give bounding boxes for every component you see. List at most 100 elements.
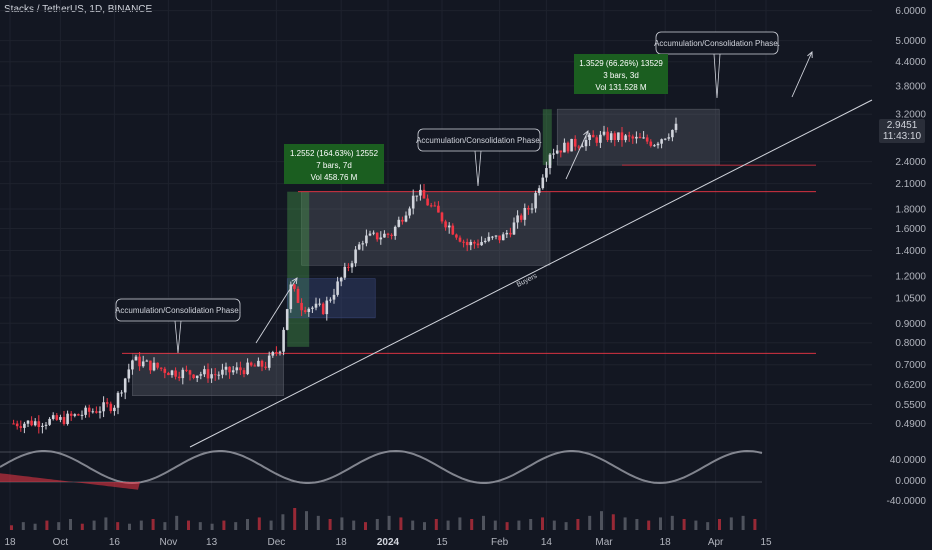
volume-bar bbox=[116, 522, 120, 530]
candle-body bbox=[30, 420, 33, 426]
volume-bar bbox=[128, 523, 131, 530]
candle-body bbox=[509, 232, 512, 235]
measure-text: Vol 458.76 M bbox=[311, 173, 358, 182]
candle-body bbox=[145, 360, 149, 362]
candle-body bbox=[462, 241, 465, 243]
time-tick-label: 15 bbox=[436, 537, 448, 548]
candle-body bbox=[300, 302, 303, 311]
volume-bar bbox=[210, 523, 214, 530]
candle-body bbox=[527, 208, 530, 210]
volume-bar bbox=[175, 515, 179, 530]
candle-body bbox=[379, 237, 383, 240]
candle-body bbox=[231, 370, 235, 373]
candle-body bbox=[397, 219, 401, 227]
measure-box bbox=[284, 144, 384, 184]
candle-body bbox=[451, 225, 455, 235]
volume-bar bbox=[423, 522, 426, 530]
candle-body bbox=[239, 367, 242, 371]
candle-body bbox=[645, 137, 649, 142]
volume-bar bbox=[505, 522, 509, 530]
candle-body bbox=[48, 418, 51, 425]
volume-bar bbox=[139, 520, 143, 530]
candle-body bbox=[473, 241, 476, 244]
candle-body bbox=[69, 413, 73, 416]
consolidation-zones bbox=[132, 108, 720, 396]
candle-body bbox=[12, 423, 15, 425]
candle-body bbox=[314, 303, 318, 308]
volume-bar bbox=[600, 511, 603, 530]
candle-body bbox=[663, 138, 667, 140]
candle-body bbox=[138, 356, 141, 367]
candle-body bbox=[523, 208, 527, 220]
price-tick-label: 1.8000 bbox=[895, 205, 926, 216]
candle-body bbox=[613, 133, 617, 140]
candle-body bbox=[365, 235, 368, 244]
volume-bar bbox=[729, 517, 733, 530]
volume-bar bbox=[328, 519, 332, 530]
volume-bar bbox=[187, 520, 190, 530]
candle-body bbox=[73, 414, 77, 416]
candle-body bbox=[257, 360, 260, 367]
time-tick-label: 2024 bbox=[377, 537, 400, 548]
candle-body bbox=[545, 168, 548, 178]
candle-body bbox=[375, 232, 379, 240]
candle-body bbox=[285, 309, 289, 330]
candle-body bbox=[494, 235, 498, 237]
time-tick-label: Feb bbox=[491, 537, 509, 548]
candle-body bbox=[548, 154, 552, 169]
candle-body bbox=[393, 226, 397, 236]
candle-body bbox=[318, 303, 321, 305]
candle-body bbox=[361, 243, 365, 245]
candle-body bbox=[350, 263, 354, 268]
volume-bar bbox=[33, 523, 37, 530]
candle-body bbox=[163, 368, 167, 373]
candle-body bbox=[591, 134, 595, 138]
price-tick-label: 0.6200 bbox=[895, 380, 926, 391]
price-tick-label: 3.8000 bbox=[895, 81, 926, 92]
candle-body bbox=[437, 205, 440, 213]
volume-bar bbox=[541, 517, 544, 530]
volume-bar bbox=[588, 515, 592, 530]
time-tick-label: Oct bbox=[53, 537, 69, 548]
time-tick-label: 14 bbox=[541, 537, 553, 548]
impulse-highlight bbox=[542, 109, 552, 166]
candle-body bbox=[419, 189, 422, 196]
candle-body bbox=[563, 142, 566, 153]
volume-bar bbox=[470, 519, 474, 530]
volume-bar bbox=[493, 520, 497, 530]
candle-body bbox=[228, 366, 231, 373]
candle-body bbox=[617, 132, 620, 140]
candle-body bbox=[627, 135, 631, 137]
candle-body bbox=[631, 136, 635, 139]
candle-body bbox=[120, 392, 123, 394]
candle-body bbox=[422, 189, 426, 199]
candle-body bbox=[55, 415, 59, 420]
candle-body bbox=[635, 136, 638, 139]
candle-body bbox=[429, 205, 433, 207]
candle-body bbox=[483, 240, 487, 243]
candle-body bbox=[595, 137, 599, 143]
volume-bar bbox=[305, 511, 308, 530]
candle-body bbox=[368, 233, 372, 236]
impulse-highlight bbox=[287, 191, 310, 347]
measure-boxes: 1.2552 (164.63%) 12552 7 bars, 7d Vol 458.… bbox=[284, 54, 668, 184]
buyers-trendline bbox=[189, 99, 873, 448]
candle-body bbox=[51, 415, 55, 419]
volume-bar bbox=[198, 522, 202, 530]
candle-body bbox=[671, 129, 674, 138]
volume-bar bbox=[269, 520, 273, 530]
candle-body bbox=[307, 308, 311, 312]
candle-body bbox=[501, 234, 505, 241]
candle-body bbox=[559, 150, 563, 153]
candle-body bbox=[440, 212, 444, 222]
time-tick-label: Dec bbox=[268, 537, 286, 548]
arrow-head bbox=[583, 130, 589, 138]
candle-body bbox=[224, 366, 228, 370]
candle-body bbox=[84, 407, 87, 415]
measure-box bbox=[574, 54, 668, 94]
candle-body bbox=[289, 284, 293, 310]
candle-body bbox=[267, 355, 271, 368]
candle-body bbox=[372, 232, 375, 234]
candle-body bbox=[131, 360, 134, 370]
